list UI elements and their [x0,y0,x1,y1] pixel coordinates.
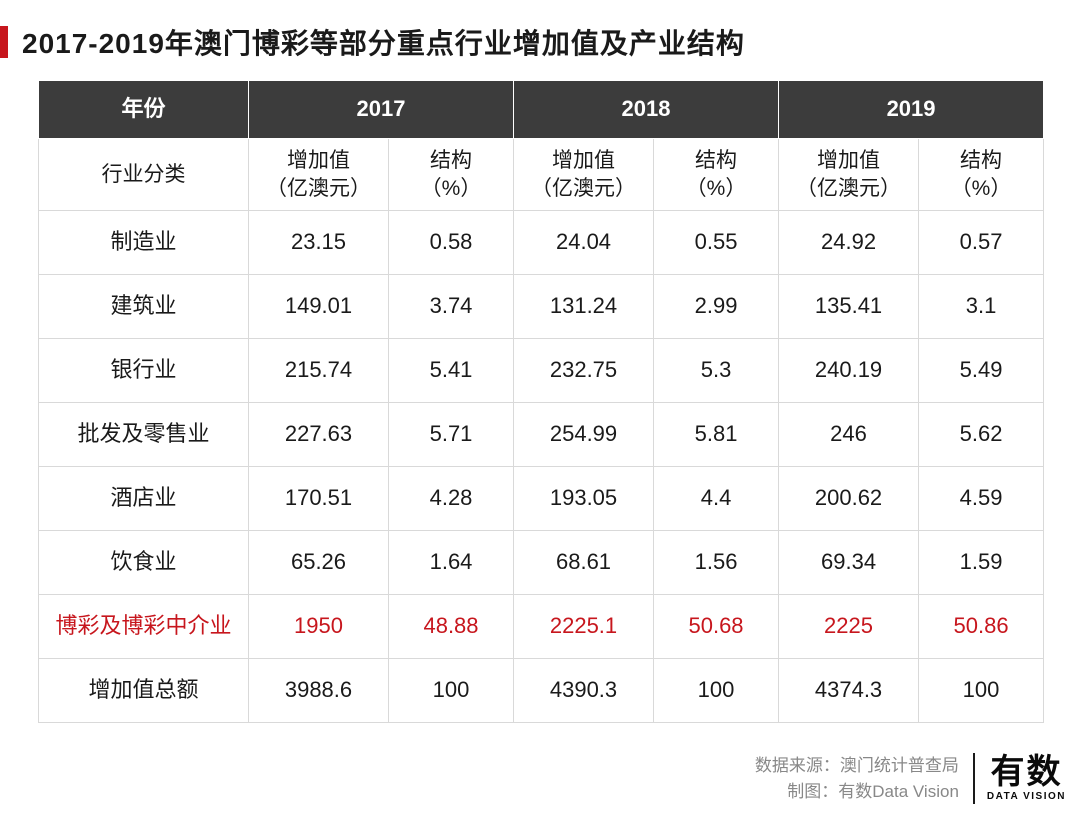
table-row: 酒店业170.514.28193.054.4200.624.59 [39,467,1044,531]
industry-name-cell: 银行业 [39,339,249,403]
value-cell: 135.41 [779,275,919,339]
header-struct-2019: 结构（%） [919,139,1044,211]
value-cell: 24.04 [514,211,654,275]
header-struct-2017: 结构（%） [389,139,514,211]
value-cell: 1950 [249,595,389,659]
table-row: 建筑业149.013.74131.242.99135.413.1 [39,275,1044,339]
source-line: 数据来源：澳门统计普查局 [755,753,959,779]
value-cell: 232.75 [514,339,654,403]
header-value-2018: 增加值（亿澳元） [514,139,654,211]
header-year-2017: 2017 [249,81,514,139]
value-cell: 100 [919,659,1044,723]
value-cell: 68.61 [514,531,654,595]
value-cell: 200.62 [779,467,919,531]
value-cell: 1.59 [919,531,1044,595]
value-cell: 50.68 [654,595,779,659]
header-struct-2018: 结构（%） [654,139,779,211]
value-cell: 50.86 [919,595,1044,659]
value-cell: 5.81 [654,403,779,467]
value-cell: 1.56 [654,531,779,595]
value-cell: 240.19 [779,339,919,403]
value-cell: 100 [389,659,514,723]
industry-name-cell: 制造业 [39,211,249,275]
header-year-2019: 2019 [779,81,1044,139]
value-cell: 193.05 [514,467,654,531]
value-cell: 0.57 [919,211,1044,275]
logo: 有数 DATA VISION [987,755,1066,802]
title-bar: 2017-2019年澳门博彩等部分重点行业增加值及产业结构 [0,0,1080,80]
value-cell: 131.24 [514,275,654,339]
value-cell: 65.26 [249,531,389,595]
value-cell: 227.63 [249,403,389,467]
value-cell: 5.71 [389,403,514,467]
logo-cn-text: 有数 [990,755,1062,789]
industry-name-cell: 酒店业 [39,467,249,531]
value-cell: 5.49 [919,339,1044,403]
table-row: 批发及零售业227.635.71254.995.812465.62 [39,403,1044,467]
industry-table: 年份 2017 2018 2019 行业分类 增加值（亿澳元） 结构（%） 增加… [38,80,1044,723]
value-cell: 2225 [779,595,919,659]
value-cell: 1.64 [389,531,514,595]
header-value-2019: 增加值（亿澳元） [779,139,919,211]
value-cell: 149.01 [249,275,389,339]
value-cell: 48.88 [389,595,514,659]
value-cell: 4.4 [654,467,779,531]
source-block: 数据来源：澳门统计普查局 制图：有数Data Vision [755,753,975,804]
value-cell: 24.92 [779,211,919,275]
page-title: 2017-2019年澳门博彩等部分重点行业增加值及产业结构 [22,22,745,62]
table-row: 银行业215.745.41232.755.3240.195.49 [39,339,1044,403]
table-container: 年份 2017 2018 2019 行业分类 增加值（亿澳元） 结构（%） 增加… [0,80,1080,723]
value-cell: 170.51 [249,467,389,531]
value-cell: 0.55 [654,211,779,275]
header-year-label: 年份 [39,81,249,139]
value-cell: 2225.1 [514,595,654,659]
value-cell: 215.74 [249,339,389,403]
header-value-2017: 增加值（亿澳元） [249,139,389,211]
footer: 数据来源：澳门统计普查局 制图：有数Data Vision 有数 DATA VI… [755,753,1066,804]
chart-by-line: 制图：有数Data Vision [755,779,959,805]
value-cell: 3.1 [919,275,1044,339]
industry-name-cell: 批发及零售业 [39,403,249,467]
value-cell: 4390.3 [514,659,654,723]
header-industry-label: 行业分类 [39,139,249,211]
table-row: 制造业23.150.5824.040.5524.920.57 [39,211,1044,275]
value-cell: 69.34 [779,531,919,595]
value-cell: 4.59 [919,467,1044,531]
value-cell: 2.99 [654,275,779,339]
logo-en-text: DATA VISION [987,791,1066,802]
value-cell: 3988.6 [249,659,389,723]
value-cell: 23.15 [249,211,389,275]
industry-name-cell: 饮食业 [39,531,249,595]
header-year-2018: 2018 [514,81,779,139]
table-header-year-row: 年份 2017 2018 2019 [39,81,1044,139]
value-cell: 246 [779,403,919,467]
value-cell: 254.99 [514,403,654,467]
industry-name-cell: 博彩及博彩中介业 [39,595,249,659]
value-cell: 5.41 [389,339,514,403]
table-header-sub-row: 行业分类 增加值（亿澳元） 结构（%） 增加值（亿澳元） 结构（%） 增加值（亿… [39,139,1044,211]
table-row: 饮食业65.261.6468.611.5669.341.59 [39,531,1044,595]
value-cell: 4.28 [389,467,514,531]
value-cell: 5.62 [919,403,1044,467]
value-cell: 3.74 [389,275,514,339]
value-cell: 100 [654,659,779,723]
industry-name-cell: 建筑业 [39,275,249,339]
value-cell: 5.3 [654,339,779,403]
table-row: 增加值总额3988.61004390.31004374.3100 [39,659,1044,723]
value-cell: 4374.3 [779,659,919,723]
title-accent-marker [0,26,8,58]
industry-name-cell: 增加值总额 [39,659,249,723]
value-cell: 0.58 [389,211,514,275]
table-row: 博彩及博彩中介业195048.882225.150.68222550.86 [39,595,1044,659]
